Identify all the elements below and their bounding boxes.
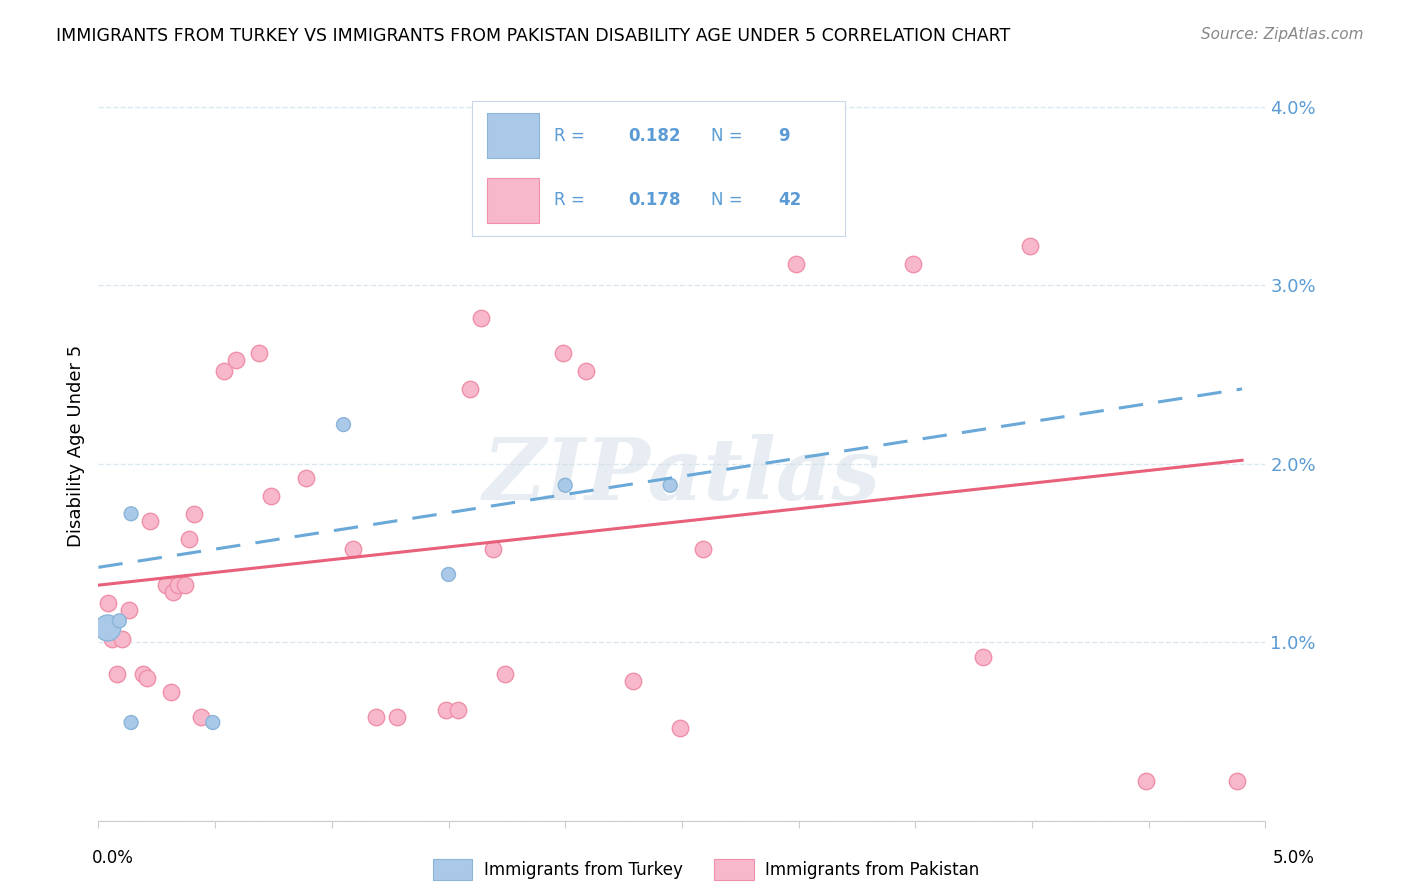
- Point: [470, 310, 492, 325]
- Point: [659, 478, 682, 492]
- Point: [183, 507, 205, 521]
- Point: [1226, 774, 1249, 789]
- Point: [458, 382, 481, 396]
- Point: [225, 353, 247, 368]
- FancyBboxPatch shape: [433, 859, 472, 880]
- Point: [162, 585, 184, 599]
- Text: 0.0%: 0.0%: [91, 849, 134, 867]
- Point: [132, 667, 155, 681]
- Point: [214, 364, 236, 378]
- Point: [692, 542, 714, 557]
- Point: [97, 621, 120, 635]
- Y-axis label: Disability Age Under 5: Disability Age Under 5: [66, 345, 84, 547]
- Point: [173, 578, 195, 592]
- Point: [332, 417, 354, 432]
- Point: [551, 346, 574, 360]
- Point: [120, 715, 142, 730]
- Point: [97, 621, 120, 635]
- Point: [159, 685, 181, 699]
- FancyBboxPatch shape: [714, 859, 754, 880]
- Point: [97, 596, 120, 610]
- Point: [166, 578, 188, 592]
- Point: [342, 542, 364, 557]
- Point: [108, 614, 131, 628]
- Text: Source: ZipAtlas.com: Source: ZipAtlas.com: [1201, 27, 1364, 42]
- Text: 5.0%: 5.0%: [1272, 849, 1315, 867]
- Point: [972, 649, 994, 664]
- Point: [260, 489, 283, 503]
- Point: [901, 257, 924, 271]
- Point: [118, 603, 141, 617]
- Point: [366, 710, 388, 724]
- Text: IMMIGRANTS FROM TURKEY VS IMMIGRANTS FROM PAKISTAN DISABILITY AGE UNDER 5 CORREL: IMMIGRANTS FROM TURKEY VS IMMIGRANTS FRO…: [56, 27, 1011, 45]
- Point: [575, 364, 598, 378]
- Point: [785, 257, 807, 271]
- Point: [155, 578, 177, 592]
- Text: Immigrants from Turkey: Immigrants from Turkey: [484, 861, 682, 879]
- Point: [434, 703, 457, 717]
- Point: [249, 346, 271, 360]
- Point: [111, 632, 134, 646]
- Point: [621, 674, 644, 689]
- Point: [179, 532, 201, 546]
- Point: [494, 667, 516, 681]
- Point: [668, 721, 690, 735]
- Point: [136, 671, 159, 685]
- Point: [1018, 239, 1040, 253]
- Point: [139, 514, 162, 528]
- Point: [190, 710, 212, 724]
- Point: [1135, 774, 1157, 789]
- Point: [482, 542, 505, 557]
- Point: [437, 567, 460, 582]
- Point: [105, 667, 128, 681]
- Text: Immigrants from Pakistan: Immigrants from Pakistan: [765, 861, 979, 879]
- Point: [385, 710, 408, 724]
- Point: [201, 715, 224, 730]
- Point: [101, 632, 124, 646]
- Point: [554, 478, 576, 492]
- Point: [120, 507, 142, 521]
- Text: ZIPatlas: ZIPatlas: [482, 434, 882, 517]
- Point: [447, 703, 470, 717]
- Point: [295, 471, 318, 485]
